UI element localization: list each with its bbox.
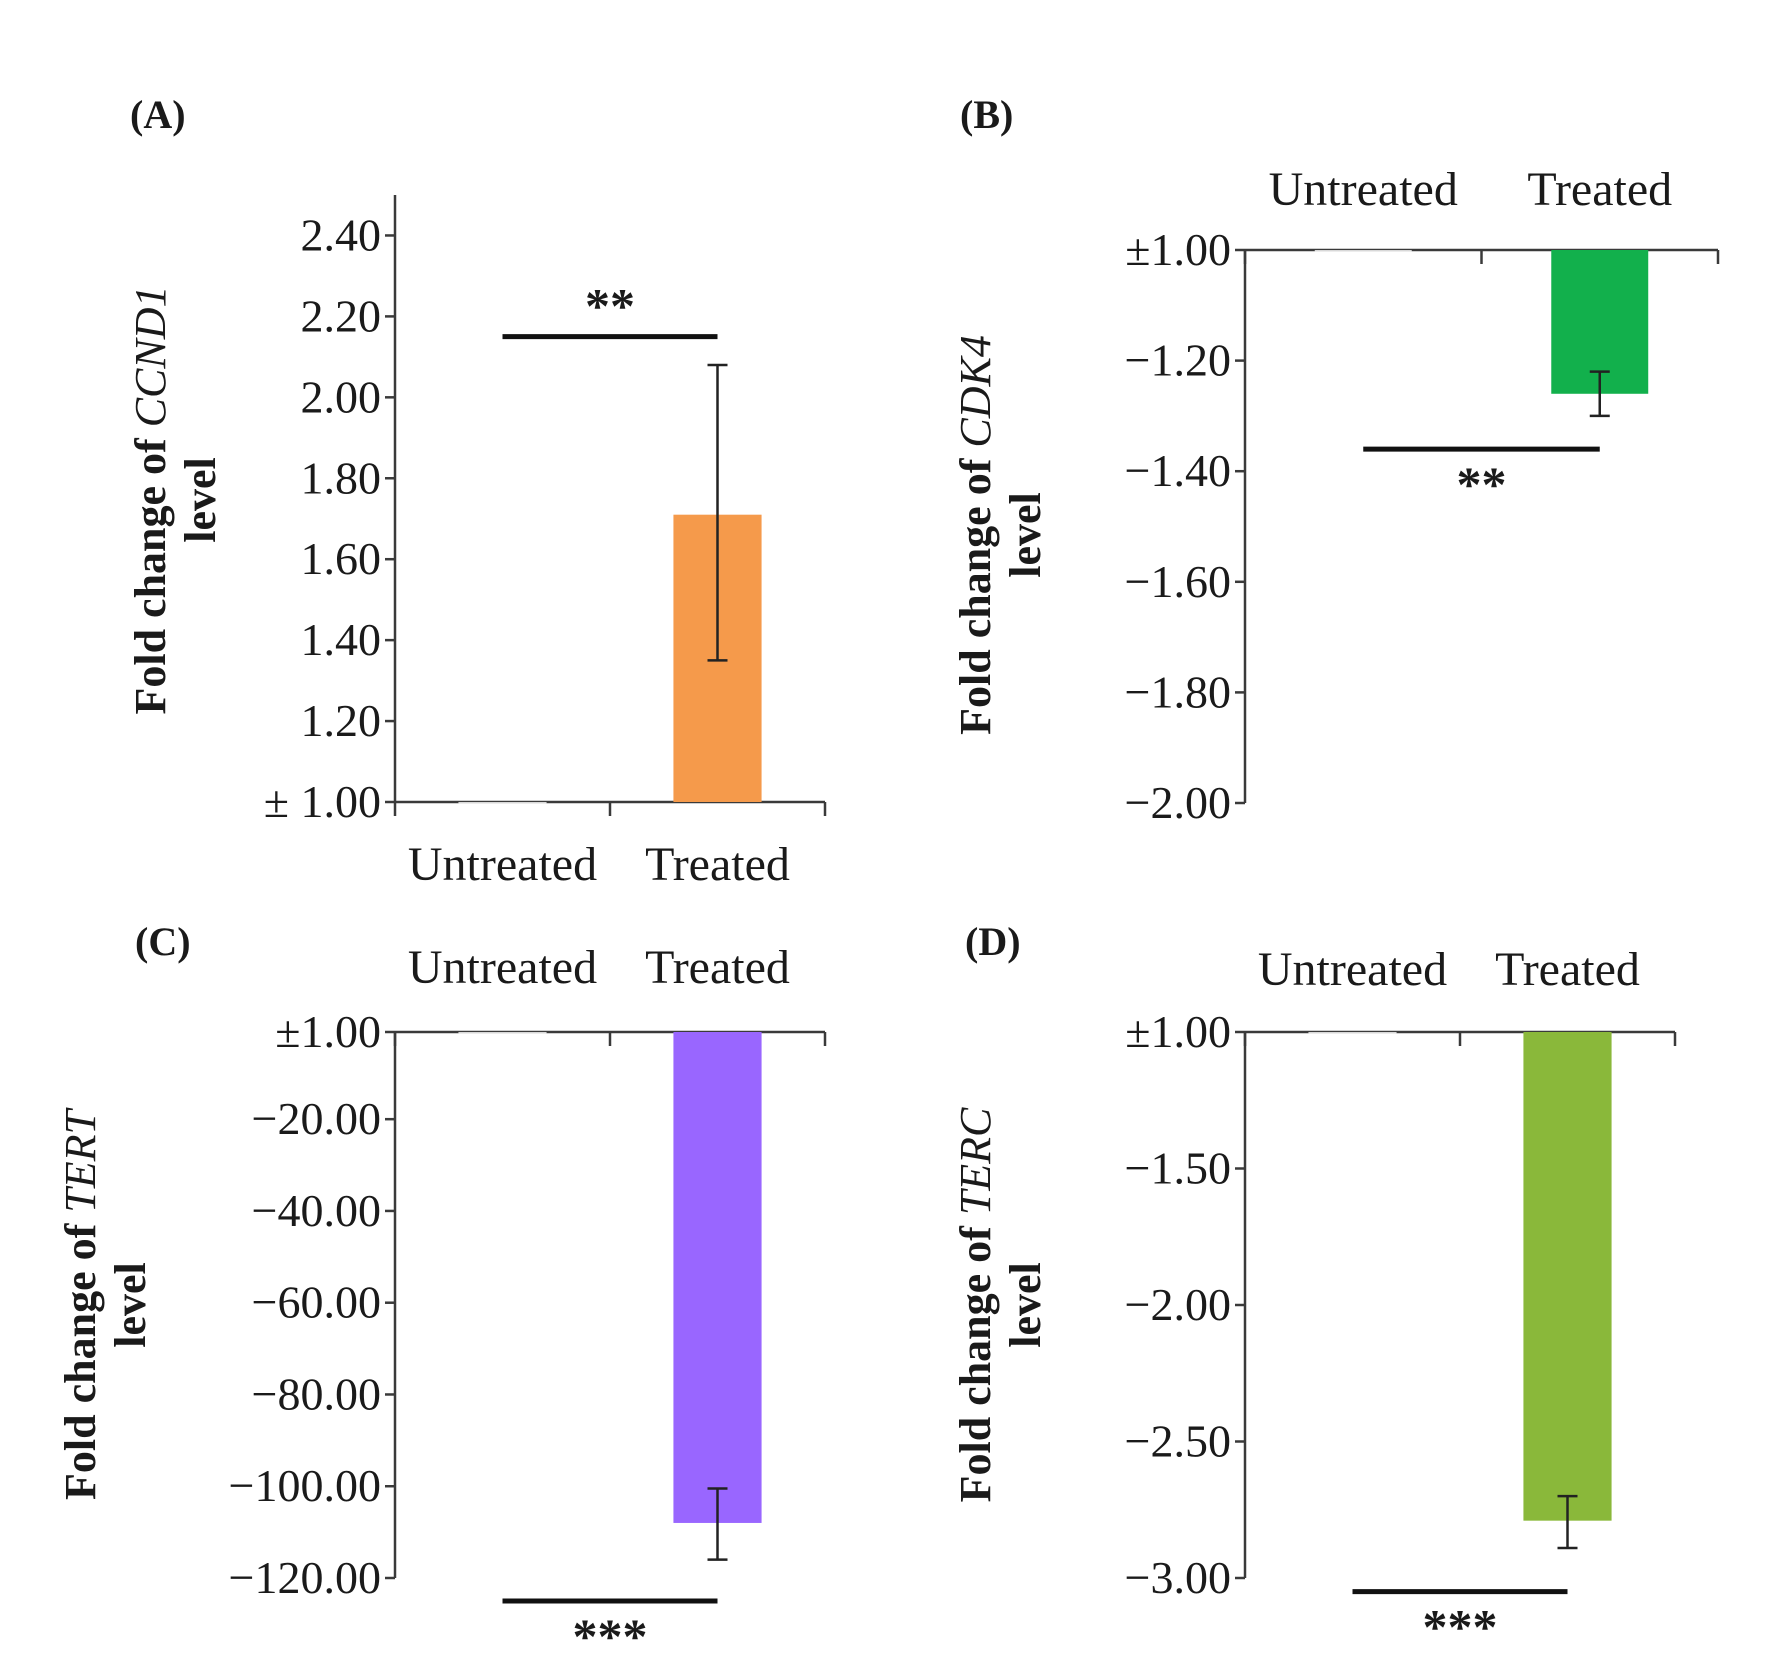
y-tick-label: −1.60 (1125, 556, 1231, 607)
panel-label: (D) (965, 919, 1021, 964)
y-axis-title-gene: CCND1 (126, 285, 175, 427)
y-tick-label: 2.20 (301, 290, 382, 341)
panel-d: (D) ±1.00 −1.50 −2.00 −2.50 −3.00 Untreated Tre… (951, 919, 1677, 1655)
y-tick-label: −1.80 (1125, 666, 1231, 717)
significance-stars: *** (1423, 1599, 1498, 1655)
y-tick-label: 1.60 (301, 533, 382, 584)
bar-untreated (1314, 250, 1412, 252)
y-tick-label: 1.80 (301, 452, 382, 503)
y-tick-label: ±1.00 (1125, 224, 1231, 275)
significance-stars: ** (1457, 456, 1507, 512)
y-tick-label: −1.50 (1125, 1143, 1231, 1194)
y-axis-title: Fold change of CCND1 (126, 285, 175, 714)
y-axis-title-suffix: level (176, 457, 225, 543)
y-tick-label: −80.00 (252, 1368, 381, 1419)
y-tick-label: −60.00 (252, 1277, 381, 1328)
bar-treated (673, 1032, 762, 1523)
y-axis-title-prefix: Fold change of (126, 427, 175, 714)
category-label: Untreated (1258, 943, 1447, 996)
y-axis-title-gene: TERC (951, 1107, 1000, 1215)
category-label: Treated (645, 941, 790, 994)
y-tick-label: 2.40 (301, 209, 382, 260)
y-tick-label: −2.00 (1125, 1279, 1231, 1330)
bar-treated (1523, 1032, 1612, 1521)
y-tick-label: ±1.00 (1125, 1006, 1231, 1057)
significance-stars: *** (573, 1608, 648, 1664)
y-axis-title: Fold change of TERC (951, 1107, 1000, 1502)
y-tick-label: −1.20 (1125, 335, 1231, 386)
y-axis-title: Fold change of TERT (56, 1107, 105, 1500)
y-tick-label: 1.20 (301, 695, 382, 746)
y-tick-label: −100.00 (229, 1460, 381, 1511)
bar-untreated (458, 802, 547, 804)
y-tick-label: 1.40 (301, 614, 382, 665)
y-axis-title-suffix: level (1001, 1262, 1050, 1348)
y-axis-title-suffix: level (106, 1262, 155, 1348)
y-tick-label: ±1.00 (275, 1006, 381, 1057)
y-axis-title-suffix: level (1001, 492, 1050, 578)
y-tick-label: −1.40 (1125, 445, 1231, 496)
bar-untreated (1308, 1032, 1397, 1034)
panel-label: (B) (960, 92, 1013, 137)
y-tick-label: −120.00 (229, 1552, 381, 1603)
y-axis-title-gene: CDK4 (951, 335, 1000, 447)
bar-treated (1551, 250, 1649, 394)
y-tick-label: −2.50 (1125, 1416, 1231, 1467)
category-label: Treated (1527, 163, 1672, 216)
panel-label: (C) (135, 919, 191, 964)
y-tick-label: −2.00 (1125, 777, 1231, 828)
y-axis-title-prefix: Fold change of (951, 448, 1000, 735)
panel-a: (A) ± 1.00 1.20 1.40 1.60 1.80 2.00 2.20 2.40 Unt… (126, 92, 827, 891)
category-label: Treated (1495, 943, 1640, 996)
y-tick-label: ± 1.00 (264, 776, 381, 827)
category-label: Treated (645, 838, 790, 891)
category-label: Untreated (408, 941, 597, 994)
y-axis-title-prefix: Fold change of (56, 1213, 105, 1500)
category-label: Untreated (408, 838, 597, 891)
y-tick-label: −20.00 (252, 1093, 381, 1144)
y-axis-title-gene: TERT (56, 1107, 105, 1213)
panel-c: (C) ±1.00 −20.00 −40.00 −60.00 −80.00 −100.00 −… (56, 919, 827, 1664)
category-label: Untreated (1269, 163, 1458, 216)
y-tick-label: −40.00 (252, 1185, 381, 1236)
y-tick-label: −3.00 (1125, 1552, 1231, 1603)
bar-untreated (458, 1032, 547, 1034)
y-axis-title: Fold change of CDK4 (951, 335, 1000, 735)
panel-b: (B) ±1.00 −1.20 −1.40 −1.60 −1.80 −2.00 Untreat… (951, 92, 1720, 828)
panel-label: (A) (130, 92, 186, 137)
significance-stars: ** (585, 278, 635, 334)
y-axis-title-prefix: Fold change of (951, 1215, 1000, 1502)
y-tick-label: 2.00 (301, 371, 382, 422)
